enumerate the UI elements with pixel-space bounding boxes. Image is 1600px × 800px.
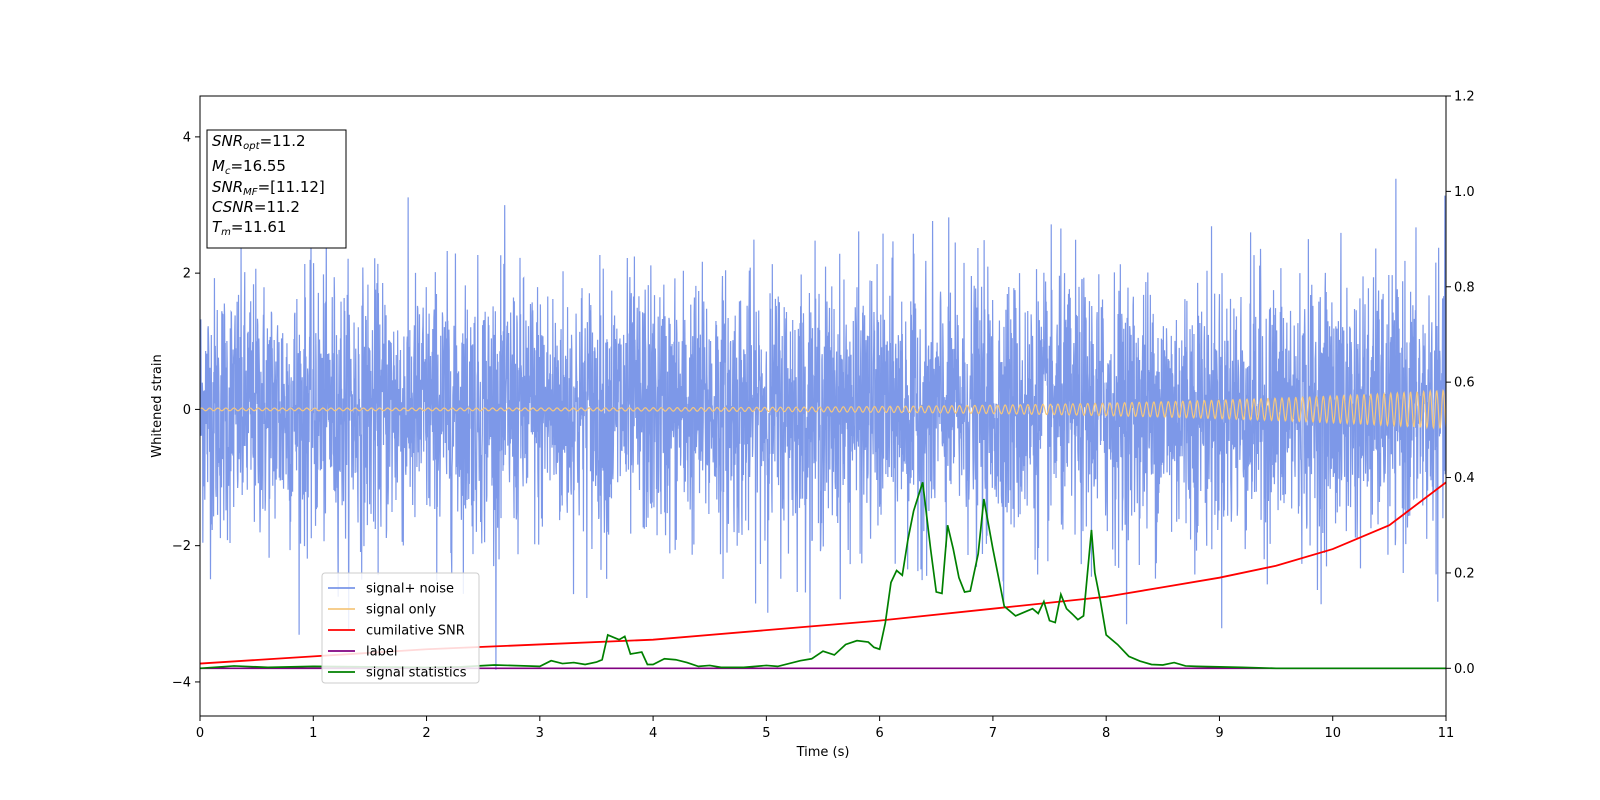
annotation-line: SNRMF=[11.12] bbox=[212, 178, 325, 198]
annotation-line: Mc=16.55 bbox=[212, 157, 286, 177]
x-tick-label: 8 bbox=[1102, 726, 1110, 741]
y2-tick-label: 0.8 bbox=[1454, 280, 1475, 295]
y-tick-label: −2 bbox=[172, 539, 191, 554]
y-tick-label: 0 bbox=[183, 403, 191, 418]
x-tick-label: 4 bbox=[649, 726, 657, 741]
annotation-line: SNRopt=11.2 bbox=[212, 132, 306, 152]
x-tick-label: 5 bbox=[762, 726, 770, 741]
legend-label: signal+ noise bbox=[366, 582, 454, 597]
legend-label: label bbox=[366, 645, 397, 660]
y-tick-label: −4 bbox=[172, 675, 191, 690]
y2-tick-label: 1.2 bbox=[1454, 90, 1475, 105]
annotation-box: SNRopt=11.2 Mc=16.55SNRMF=[11.12]CSNR=11.… bbox=[206, 129, 347, 249]
y2-tick-label: 0.4 bbox=[1454, 471, 1475, 486]
annotation-line: Tm=11.61 bbox=[212, 218, 286, 238]
series-signal-statistics bbox=[200, 482, 1446, 670]
y2-tick-label: 0.0 bbox=[1454, 662, 1475, 677]
x-tick-label: 3 bbox=[536, 726, 544, 741]
x-axis-label: Time (s) bbox=[796, 745, 850, 760]
legend-label: cumilative SNR bbox=[366, 624, 465, 639]
y2-tick-label: 0.6 bbox=[1454, 376, 1475, 391]
x-tick-label: 10 bbox=[1324, 726, 1341, 741]
x-tick-label: 1 bbox=[309, 726, 317, 741]
legend-label: signal statistics bbox=[366, 666, 467, 681]
legend: signal+ noise signal only cumilative SNR la… bbox=[321, 572, 480, 684]
y2-tick-label: 1.0 bbox=[1454, 185, 1475, 200]
x-tick-label: 9 bbox=[1215, 726, 1223, 741]
plot-frame bbox=[199, 95, 1447, 717]
legend-label: signal only bbox=[366, 603, 436, 618]
series-signal-only bbox=[200, 388, 1446, 430]
y-tick-label: 4 bbox=[183, 130, 191, 145]
y-axis-label: Whitened strain bbox=[150, 354, 165, 457]
x-tick-label: 2 bbox=[422, 726, 430, 741]
x-tick-label: 7 bbox=[989, 726, 997, 741]
x-tick-label: 11 bbox=[1438, 726, 1455, 741]
y-tick-label: 2 bbox=[183, 267, 191, 282]
x-tick-label: 6 bbox=[875, 726, 883, 741]
y2-tick-label: 0.2 bbox=[1454, 566, 1475, 581]
axes: 0 1 2 3 4 5 6 7 8 9 10 11 −4 −2 0 2 4 0.0 0.2 0.4 0.6 0.8 1.0 1… bbox=[172, 90, 1475, 742]
x-tick-label: 0 bbox=[196, 726, 204, 741]
annotation-line: CSNR=11.2 bbox=[212, 198, 300, 216]
